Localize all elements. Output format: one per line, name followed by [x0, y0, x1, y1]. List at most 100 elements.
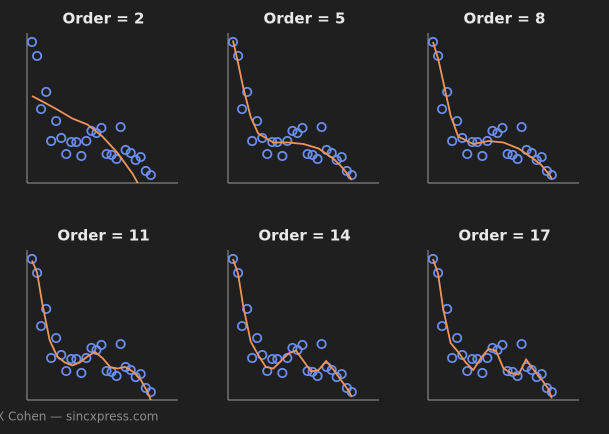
data-point — [115, 121, 126, 133]
data-point — [477, 150, 488, 162]
data-point — [512, 370, 523, 382]
data-point — [81, 135, 92, 147]
data-point — [516, 121, 527, 133]
data-point — [66, 353, 77, 365]
data-point — [512, 153, 523, 165]
fit-curve — [31, 95, 139, 183]
data-point — [135, 151, 146, 163]
data-point — [516, 338, 527, 350]
data-point — [227, 36, 239, 48]
data-point — [502, 365, 513, 377]
data-point — [35, 320, 47, 332]
data-point — [32, 50, 43, 62]
data-point — [297, 339, 308, 351]
data-point — [252, 332, 263, 344]
data-point — [482, 352, 493, 364]
data-point — [467, 353, 478, 365]
subplot-title: Order = 17 — [458, 227, 550, 245]
data-point — [35, 103, 47, 115]
data-point — [96, 339, 107, 351]
data-point — [96, 122, 107, 134]
data-point — [71, 136, 82, 148]
data-point — [242, 86, 253, 98]
data-point — [427, 36, 439, 48]
data-point — [26, 36, 38, 48]
data-point — [536, 151, 547, 163]
data-point — [125, 147, 136, 159]
data-point — [331, 154, 342, 166]
subplot-title: Order = 2 — [63, 10, 145, 28]
data-point — [462, 365, 473, 377]
data-point — [487, 125, 498, 137]
data-point — [236, 320, 248, 332]
data-point — [502, 148, 513, 160]
data-point — [312, 370, 323, 382]
data-point — [312, 153, 323, 165]
data-point — [452, 332, 463, 344]
data-point — [51, 115, 62, 127]
data-point — [130, 371, 141, 383]
data-point — [76, 150, 87, 162]
data-point — [462, 148, 473, 160]
data-point — [282, 135, 293, 147]
data-point — [247, 135, 258, 147]
subplot-title: Order = 14 — [258, 227, 350, 245]
data-point — [531, 154, 542, 166]
data-point — [316, 338, 327, 350]
data-point — [326, 364, 337, 376]
data-point — [227, 253, 239, 265]
data-point — [145, 169, 156, 181]
data-point — [101, 365, 112, 377]
data-point — [101, 148, 112, 160]
data-point — [41, 86, 52, 98]
data-point — [497, 339, 508, 351]
data-point — [81, 352, 92, 364]
data-point — [56, 132, 67, 144]
data-point — [86, 342, 97, 354]
data-point — [111, 153, 122, 165]
data-point — [497, 122, 508, 134]
data-point — [61, 148, 72, 160]
data-point — [316, 121, 327, 133]
data-point — [46, 135, 57, 147]
fit-curve — [232, 40, 353, 181]
data-point — [436, 103, 448, 115]
data-point — [477, 367, 488, 379]
data-point — [46, 352, 57, 364]
fit-curve — [232, 258, 353, 398]
data-point — [336, 151, 347, 163]
data-point — [287, 125, 298, 137]
data-point — [546, 169, 557, 181]
data-point — [115, 338, 126, 350]
data-point — [457, 132, 468, 144]
data-point — [120, 144, 131, 156]
subplot-title: Order = 5 — [264, 10, 346, 28]
data-point — [247, 352, 258, 364]
data-point — [297, 122, 308, 134]
data-point — [447, 135, 458, 147]
data-point — [302, 148, 313, 160]
data-point — [26, 253, 38, 265]
data-point — [236, 103, 248, 115]
data-point — [487, 342, 498, 354]
data-point — [457, 349, 468, 361]
subplot-title: Order = 11 — [57, 227, 149, 245]
fit-curve — [432, 41, 553, 179]
data-point — [267, 353, 278, 365]
data-point — [125, 364, 136, 376]
data-point — [447, 352, 458, 364]
data-point — [262, 148, 273, 160]
data-point — [76, 367, 87, 379]
data-point — [277, 150, 288, 162]
data-point — [61, 365, 72, 377]
fit-curve — [432, 258, 553, 399]
data-point — [111, 370, 122, 382]
data-point — [277, 367, 288, 379]
data-point — [41, 303, 52, 315]
watermark: X Cohen — sincxpress.com — [0, 410, 159, 424]
data-point — [66, 136, 77, 148]
data-point — [51, 332, 62, 344]
subplot-title: Order = 8 — [464, 10, 546, 28]
